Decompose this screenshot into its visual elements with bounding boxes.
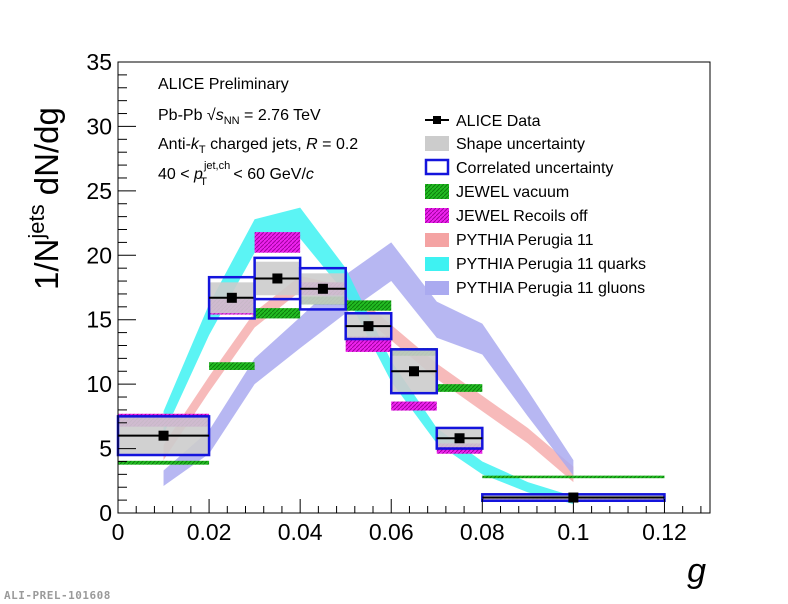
legend-entry-alice-data: ALICE Data xyxy=(425,113,541,130)
y-tick-label: 5 xyxy=(99,436,112,462)
x-tick-label: 0.04 xyxy=(278,519,323,545)
legend-label-pythia-quarks: PYTHIA Perugia 11 quarks xyxy=(456,256,646,273)
y-tick-label: 20 xyxy=(86,242,112,268)
jewel-vacuum-box xyxy=(254,308,301,319)
legend-label-alice-data: ALICE Data xyxy=(456,113,541,130)
jewel-recoils-box xyxy=(254,232,301,253)
pythia-gluons-band xyxy=(163,242,574,486)
jewel-recoils-box xyxy=(391,401,437,411)
legend-entry-jewel-recoils: JEWEL Recoils off xyxy=(425,208,588,225)
figure-id-footer: ALI-PREL-101608 xyxy=(4,589,111,602)
jewel-vacuum-box xyxy=(345,300,392,311)
legend-label-pythia: PYTHIA Perugia 11 xyxy=(456,232,594,249)
y-tick-label: 25 xyxy=(86,178,112,204)
data-point xyxy=(409,366,419,377)
x-tick-label: 0.1 xyxy=(557,519,589,545)
legend-entry-jewel-vacuum: JEWEL vacuum xyxy=(425,184,569,201)
y-tick-label: 10 xyxy=(86,371,112,397)
legend-entry-pythia-gluons: PYTHIA Perugia 11 gluons xyxy=(425,280,645,297)
data-point xyxy=(363,321,374,332)
legend-label-pythia-gluons: PYTHIA Perugia 11 gluons xyxy=(456,280,645,297)
pythia-bands xyxy=(163,207,574,504)
legend-marker-alice-data xyxy=(433,116,441,124)
data-point xyxy=(272,273,283,284)
legend-swatch-pythia-gluons xyxy=(425,281,449,295)
y-axis-title: 1/Njets dN/dg xyxy=(24,107,65,290)
svg-text:1/Njets dN/dg: 1/Njets dN/dg xyxy=(24,107,65,290)
x-tick-label: 0.02 xyxy=(187,519,232,545)
legend-entry-pythia: PYTHIA Perugia 11 xyxy=(425,232,594,249)
legend-entry-shape-unc: Shape uncertainty xyxy=(425,136,585,153)
y-tick-label: 15 xyxy=(86,307,112,333)
x-tick-label: 0 xyxy=(112,519,125,545)
legend-swatch-pythia-quarks xyxy=(425,257,449,271)
legend-label-corr-unc: Correlated uncertainty xyxy=(456,160,613,177)
data-point xyxy=(158,430,169,441)
legend-swatch-corr-unc xyxy=(424,158,450,176)
annotation-pt-range: 40 < pjet,ch T < 60 GeV/c xyxy=(158,160,314,188)
legend-label-jewel-vacuum: JEWEL vacuum xyxy=(456,184,569,201)
y-axis-title-tail: dN/dg xyxy=(28,107,65,204)
data-point xyxy=(317,283,328,294)
legend-label-jewel-recoils: JEWEL Recoils off xyxy=(456,208,588,225)
data-point xyxy=(568,492,579,503)
jewel-recoils-box xyxy=(345,336,392,352)
legend-swatch-shape-unc xyxy=(425,136,449,151)
legend-entry-pythia-quarks: PYTHIA Perugia 11 quarks xyxy=(425,256,646,273)
jewel-vacuum-box xyxy=(118,460,210,465)
data-point xyxy=(454,433,465,444)
legend-entry-corr-unc: Correlated uncertainty xyxy=(424,158,613,177)
data-point xyxy=(226,292,237,303)
legend: ALICE Data Shape uncertainty Correlated … xyxy=(424,113,646,297)
legend-swatch-jewel-recoils xyxy=(425,208,449,223)
legend-swatch-jewel-vacuum xyxy=(425,184,449,199)
y-tick-label: 35 xyxy=(86,49,112,75)
x-tick-label: 0.06 xyxy=(369,519,414,545)
jewel-vacuum-box xyxy=(436,384,483,392)
annotation-jets: Anti-kT charged jets, R = 0.2 xyxy=(158,136,358,156)
legend-swatch-pythia xyxy=(425,233,449,247)
annotations: ALICE Preliminary Pb-Pb √sNN = 2.76 TeV … xyxy=(158,76,358,188)
y-tick-label: 30 xyxy=(86,113,112,139)
annotation-collision: Pb-Pb √sNN = 2.76 TeV xyxy=(158,107,321,127)
jewel-vacuum-box xyxy=(482,475,665,479)
y-axis-title-sup: jets xyxy=(24,204,49,239)
y-axis-title-main: 1/N xyxy=(28,239,65,290)
annotation-preliminary: ALICE Preliminary xyxy=(158,76,289,93)
plot-frame xyxy=(117,61,711,514)
axis-ticks: 0 0.02 0.04 0.06 0.08 0.1 0.12 0 5 10 15 20 25 30 35 xyxy=(86,49,702,545)
jewel-vacuum-box xyxy=(209,362,255,370)
x-axis-title: g xyxy=(687,552,706,590)
y-tick-label: 0 xyxy=(99,500,112,526)
legend-label-shape-unc: Shape uncertainty xyxy=(456,136,585,153)
x-tick-label: 0.12 xyxy=(642,519,687,545)
x-tick-label: 0.08 xyxy=(460,519,505,545)
